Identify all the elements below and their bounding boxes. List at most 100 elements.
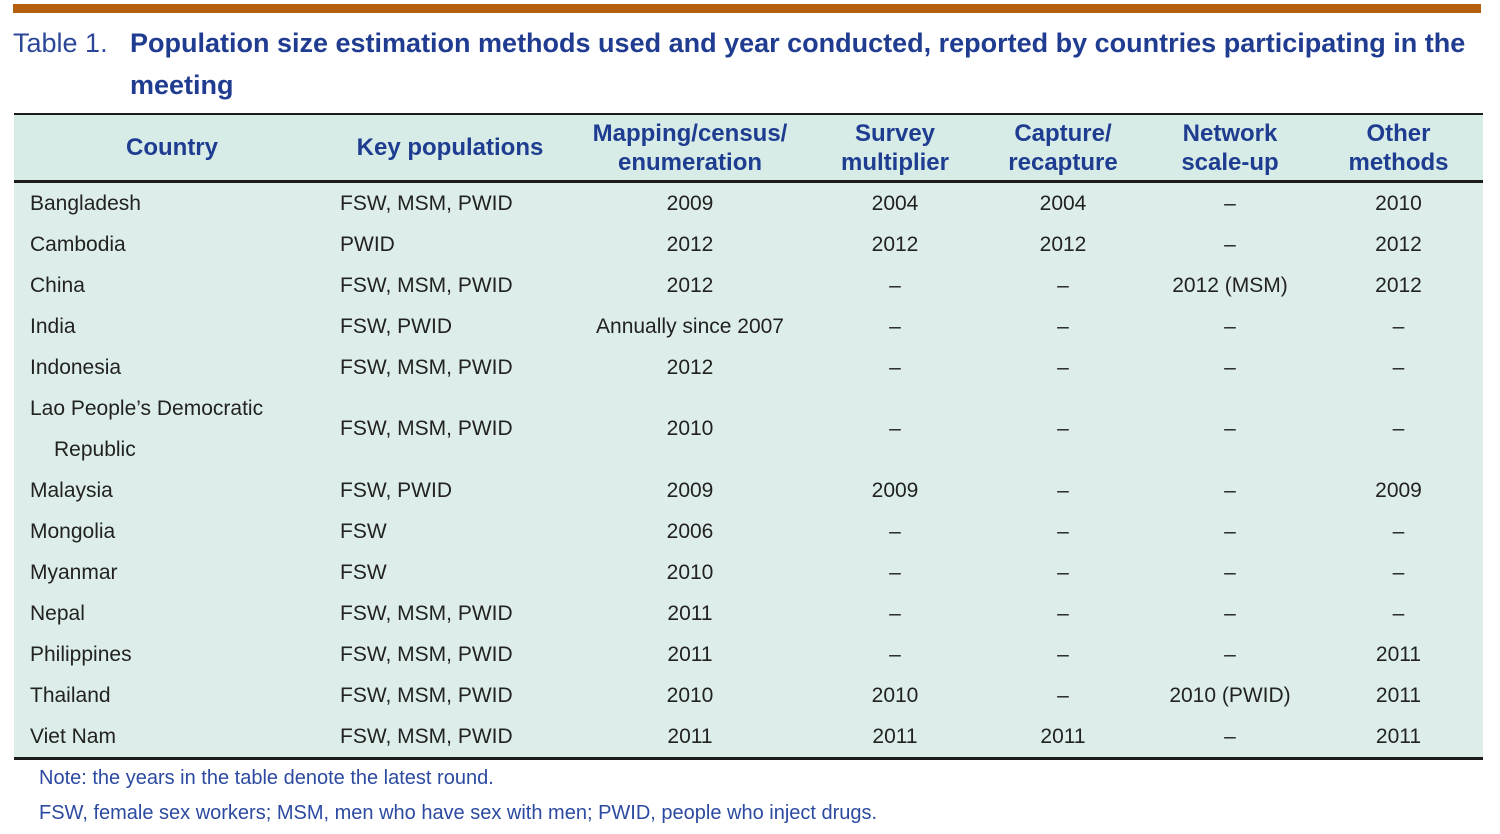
column-header-other: Other methods bbox=[1314, 113, 1483, 183]
cell-other: – bbox=[1314, 593, 1483, 634]
cell-key_populations: FSW, MSM, PWID bbox=[330, 347, 570, 388]
cell-other: 2011 bbox=[1314, 716, 1483, 760]
cell-mapping: 2010 bbox=[570, 675, 810, 716]
table-note: Note: the years in the table denote the … bbox=[39, 767, 494, 789]
cell-mapping: 2010 bbox=[570, 388, 810, 470]
table-row: India FSW, PWID Annually since 2007– – – – bbox=[14, 306, 1483, 347]
column-header-survey: Survey multiplier bbox=[810, 113, 980, 183]
cell-capture: – bbox=[980, 470, 1146, 511]
cell-survey: – bbox=[810, 388, 980, 470]
table-row: Cambodia PWID 2012 2012 2012–2012 bbox=[14, 224, 1483, 265]
cell-survey: 2012 bbox=[810, 224, 980, 265]
cell-mapping: 2012 bbox=[570, 347, 810, 388]
top-accent-bar bbox=[13, 4, 1481, 13]
cell-capture: – bbox=[980, 388, 1146, 470]
cell-network: – bbox=[1146, 347, 1314, 388]
cell-key_populations: FSW, MSM, PWID bbox=[330, 675, 570, 716]
cell-mapping: Annually since 2007 bbox=[570, 306, 810, 347]
table-row: Nepal FSW, MSM, PWID 2011– – – – bbox=[14, 593, 1483, 634]
cell-network: – bbox=[1146, 593, 1314, 634]
cell-country: Thailand bbox=[14, 675, 330, 716]
cell-network: – bbox=[1146, 470, 1314, 511]
cell-survey: – bbox=[810, 552, 980, 593]
table-footnotes: Note: the years in the table denote the … bbox=[39, 766, 1439, 834]
cell-survey: – bbox=[810, 511, 980, 552]
cell-key_populations: FSW, MSM, PWID bbox=[330, 634, 570, 675]
cell-other: – bbox=[1314, 347, 1483, 388]
cell-key_populations: FSW, PWID bbox=[330, 470, 570, 511]
cell-network: – bbox=[1146, 306, 1314, 347]
cell-other: – bbox=[1314, 552, 1483, 593]
table-title: Population size estimation methods used … bbox=[130, 28, 1466, 100]
cell-country: India bbox=[14, 306, 330, 347]
cell-other: 2011 bbox=[1314, 675, 1483, 716]
column-header-network: Network scale-up bbox=[1146, 113, 1314, 183]
cell-network: – bbox=[1146, 552, 1314, 593]
cell-country: Cambodia bbox=[14, 224, 330, 265]
cell-survey: – bbox=[810, 634, 980, 675]
cell-survey: 2004 bbox=[810, 181, 980, 224]
cell-other: 2012 bbox=[1314, 224, 1483, 265]
cell-other: 2011 bbox=[1314, 634, 1483, 675]
cell-country: Mongolia bbox=[14, 511, 330, 552]
cell-mapping: 2012 bbox=[570, 224, 810, 265]
cell-capture: – bbox=[980, 511, 1146, 552]
cell-key_populations: FSW bbox=[330, 552, 570, 593]
cell-key_populations: FSW bbox=[330, 511, 570, 552]
cell-other: 2012 bbox=[1314, 265, 1483, 306]
table-row: Myanmar FSW 2010– – – – bbox=[14, 552, 1483, 593]
cell-capture: – bbox=[980, 552, 1146, 593]
cell-capture: 2012 bbox=[980, 224, 1146, 265]
cell-survey: – bbox=[810, 265, 980, 306]
cell-network: 2010 (PWID) bbox=[1146, 675, 1314, 716]
cell-network: – bbox=[1146, 224, 1314, 265]
table-row: Bangladesh FSW, MSM, PWID 2009 2004 2004–201… bbox=[14, 181, 1483, 224]
column-header-capture: Capture/ recapture bbox=[980, 113, 1146, 183]
population-estimation-table: Country Key populations Mapping/census/ en… bbox=[14, 113, 1483, 760]
cell-key_populations: PWID bbox=[330, 224, 570, 265]
table-number-label: Table 1. bbox=[13, 28, 108, 58]
cell-network: – bbox=[1146, 388, 1314, 470]
cell-country: Nepal bbox=[14, 593, 330, 634]
table-row: Mongolia FSW 2006– – – – bbox=[14, 511, 1483, 552]
table-row: Indonesia FSW, MSM, PWID 2012– – – – bbox=[14, 347, 1483, 388]
cell-other: – bbox=[1314, 511, 1483, 552]
cell-capture: – bbox=[980, 306, 1146, 347]
cell-key_populations: FSW, MSM, PWID bbox=[330, 388, 570, 470]
cell-mapping: 2011 bbox=[570, 634, 810, 675]
cell-country: Viet Nam bbox=[14, 716, 330, 760]
cell-country: Bangladesh bbox=[14, 181, 330, 224]
column-header-key_populations: Key populations bbox=[330, 113, 570, 183]
cell-other: – bbox=[1314, 388, 1483, 470]
table-body: Bangladesh FSW, MSM, PWID 2009 2004 2004–201… bbox=[14, 181, 1483, 760]
cell-other: 2010 bbox=[1314, 181, 1483, 224]
cell-capture: 2011 bbox=[980, 716, 1146, 760]
cell-capture: – bbox=[980, 347, 1146, 388]
cell-network: – bbox=[1146, 511, 1314, 552]
cell-survey: – bbox=[810, 347, 980, 388]
table-row: Malaysia FSW, PWID 2009 2009– –2009 bbox=[14, 470, 1483, 511]
table-row: Lao People’s Democratic Republic FSW, MSM… bbox=[14, 388, 1483, 470]
cell-country: Malaysia bbox=[14, 470, 330, 511]
abbreviation-note: FSW, female sex workers; MSM, men who ha… bbox=[39, 802, 878, 824]
cell-network: 2012 (MSM) bbox=[1146, 265, 1314, 306]
cell-network: – bbox=[1146, 181, 1314, 224]
cell-mapping: 2011 bbox=[570, 593, 810, 634]
cell-survey: 2010 bbox=[810, 675, 980, 716]
cell-capture: – bbox=[980, 675, 1146, 716]
cell-country: Lao People’s Democratic Republic bbox=[14, 388, 330, 470]
cell-mapping: 2012 bbox=[570, 265, 810, 306]
cell-country: Myanmar bbox=[14, 552, 330, 593]
cell-country: China bbox=[14, 265, 330, 306]
cell-mapping: 2011 bbox=[570, 716, 810, 760]
cell-key_populations: FSW, MSM, PWID bbox=[330, 716, 570, 760]
cell-capture: – bbox=[980, 265, 1146, 306]
table-row: Philippines FSW, MSM, PWID 2011– – –2011 bbox=[14, 634, 1483, 675]
column-header-mapping: Mapping/census/ enumeration bbox=[570, 113, 810, 183]
cell-key_populations: FSW, MSM, PWID bbox=[330, 593, 570, 634]
cell-capture: – bbox=[980, 634, 1146, 675]
cell-country: Indonesia bbox=[14, 347, 330, 388]
cell-capture: 2004 bbox=[980, 181, 1146, 224]
column-header-country: Country bbox=[14, 113, 330, 183]
